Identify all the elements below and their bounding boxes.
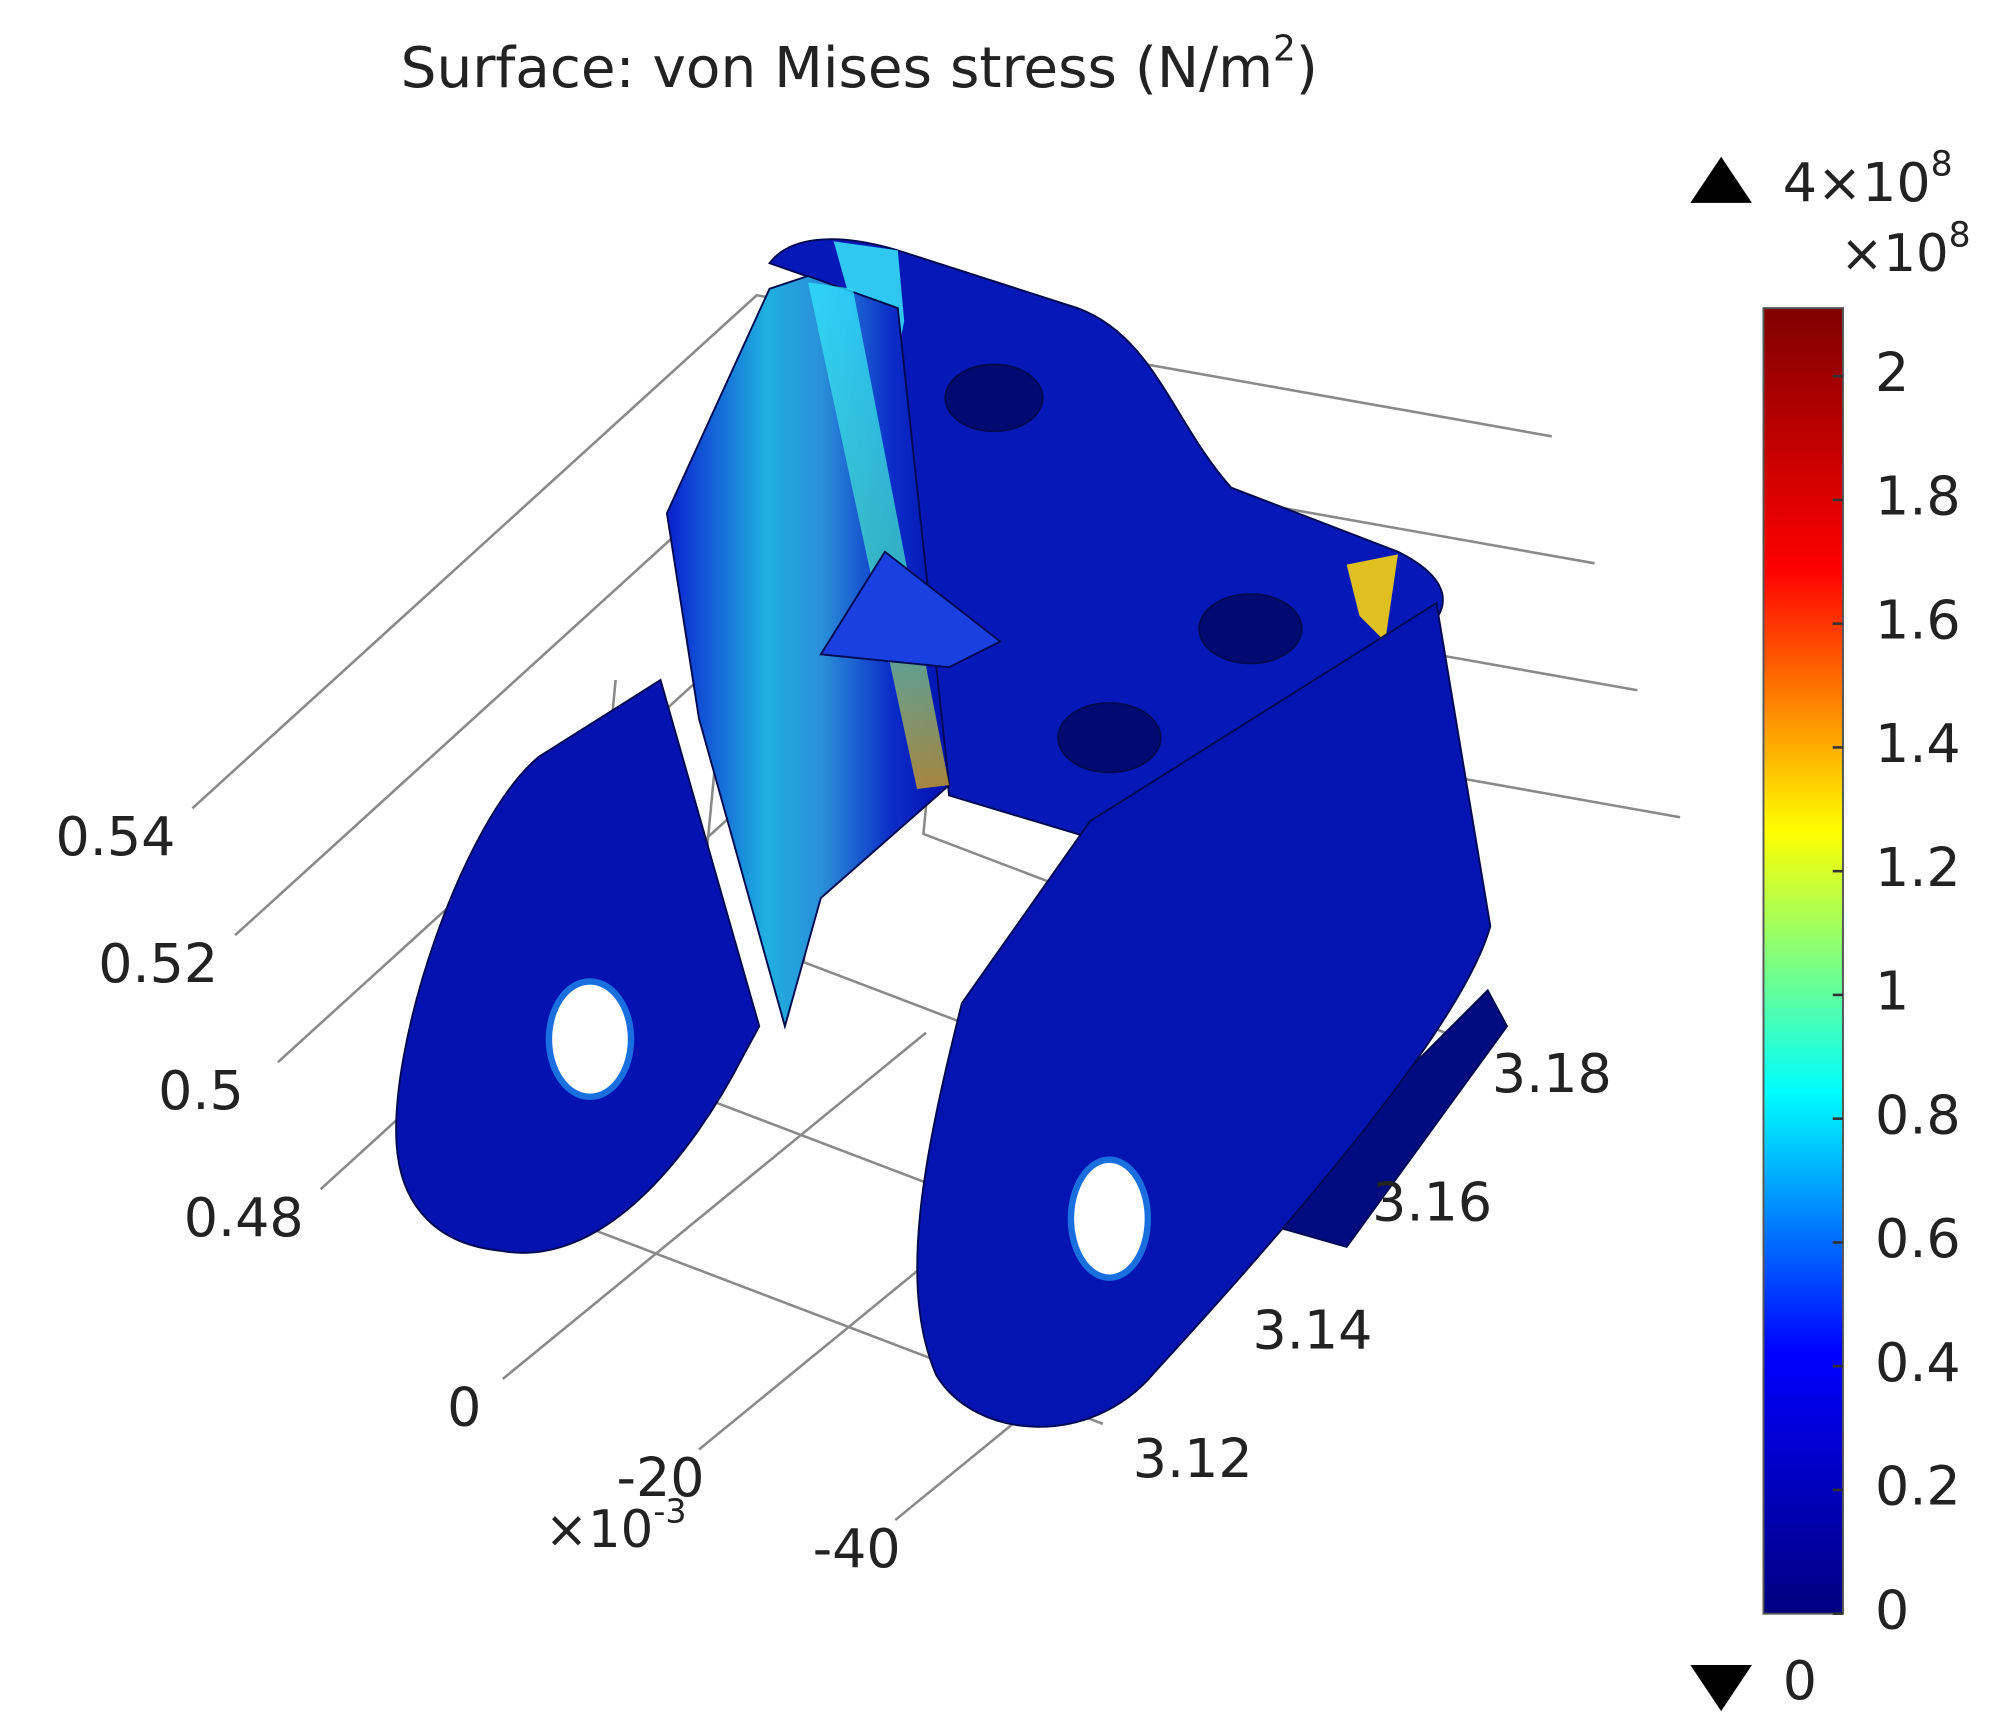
y-tick-label: -20	[617, 1446, 705, 1509]
colorbar-tick-label: 0.8	[1875, 1083, 1961, 1146]
max-label: 4×108	[1783, 145, 1953, 214]
z-tick-label: 0.54	[55, 805, 175, 868]
scale-text: ×10	[1840, 224, 1948, 284]
colorbar-tick-label: 1	[1875, 960, 1909, 1023]
max-sup: 8	[1931, 145, 1953, 185]
colorbar-tick-label: 0	[1875, 1578, 1909, 1641]
colorbar: 0 0.2 0.4 0.6 0.8 1 1.2 1.4 1.6 1.8 2	[1763, 308, 1960, 1641]
colorbar-tick-label: 1.2	[1875, 836, 1961, 899]
colorbar-tick-label: 1.6	[1875, 588, 1961, 651]
page: {"chart_data": { "type": "surface", "tit…	[0, 0, 2011, 1714]
max-marker	[1690, 157, 1752, 203]
colorbar-tick-label: 1.4	[1875, 712, 1961, 775]
colorbar-scale: ×108	[1840, 215, 1970, 284]
y-tick-label: 0	[447, 1376, 481, 1439]
min-label: 0	[1783, 1649, 1817, 1712]
max-text: 4×10	[1783, 151, 1931, 214]
scale-sup: 8	[1949, 215, 1971, 255]
colorbar-tick-label: 0.6	[1875, 1207, 1961, 1270]
title-end: )	[1296, 35, 1318, 100]
y-tick-label: -40	[813, 1517, 901, 1580]
title-sup: 2	[1273, 28, 1296, 69]
colorbar-gradient	[1763, 308, 1843, 1614]
title-text: Surface: von Mises stress (N/m	[401, 35, 1273, 100]
chart-title: Surface: von Mises stress (N/m2)	[401, 28, 1318, 100]
colorbar-tick-label: 0.4	[1875, 1331, 1961, 1394]
bracket	[396, 239, 1507, 1427]
chart: Surface: von Mises stress (N/m2) 00.20.4…	[0, 0, 2011, 1714]
colorbar-tick-label: 0.2	[1875, 1455, 1961, 1518]
x-tick-label: 3.18	[1492, 1042, 1612, 1105]
z-tick-label: 0.48	[184, 1186, 304, 1249]
min-marker	[1690, 1665, 1752, 1711]
colorbar-tick-label: 1.8	[1875, 465, 1961, 528]
z-tick-label: 0.52	[98, 932, 218, 995]
z-tick-label: 0.5	[158, 1059, 244, 1122]
x-tick-label: 3.12	[1133, 1427, 1253, 1490]
x-tick-label: 3.14	[1252, 1299, 1372, 1362]
x-tick-label: 3.16	[1372, 1170, 1492, 1233]
colorbar-tick-label: 2	[1875, 341, 1909, 404]
